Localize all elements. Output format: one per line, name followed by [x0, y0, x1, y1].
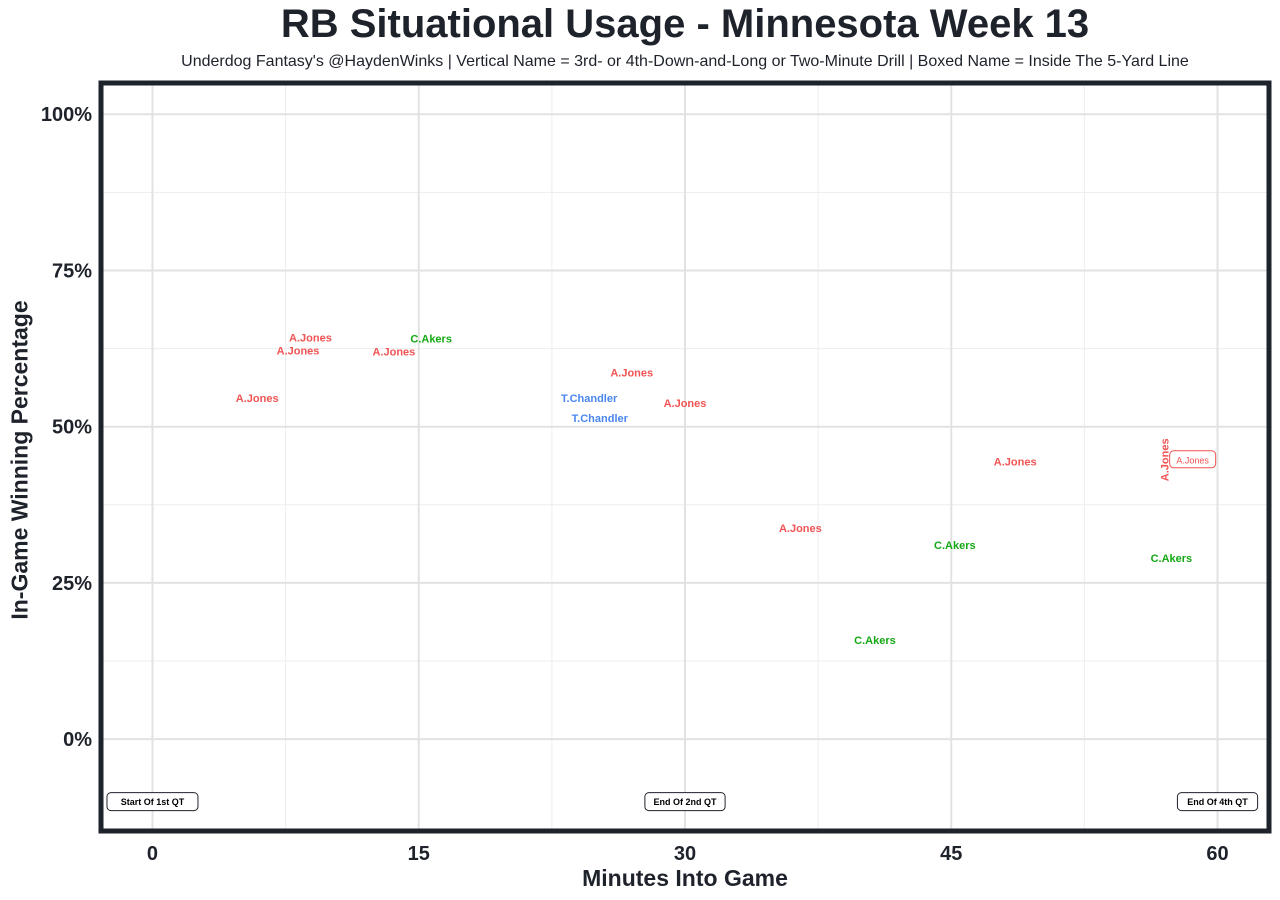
x-tick-label: 60: [1206, 843, 1228, 865]
chart-subtitle: Underdog Fantasy's @HaydenWinks | Vertic…: [181, 53, 1189, 70]
quarter-annotation: End Of 4th QT: [1187, 797, 1248, 807]
point-label: A.Jones: [664, 398, 707, 410]
y-tick-label: 75%: [52, 260, 92, 282]
point-label: T.Chandler: [561, 393, 618, 405]
point-label: C.Akers: [1151, 553, 1193, 565]
point-label: C.Akers: [934, 540, 976, 552]
point-label: A.Jones: [610, 367, 653, 379]
chart-title: RB Situational Usage - Minnesota Week 13: [280, 2, 1090, 46]
point-label: C.Akers: [854, 635, 896, 647]
quarter-annotation-box: [644, 792, 726, 812]
y-tick-label: 100%: [41, 104, 92, 126]
x-tick-label: 45: [940, 843, 962, 865]
point-label-box: [1169, 450, 1217, 469]
quarter-annotation: End Of 2nd QT: [654, 797, 717, 807]
point-label-vertical: A.Jones: [1159, 438, 1171, 481]
x-axis-label: Minutes Into Game: [582, 865, 788, 891]
x-tick-label: 30: [674, 843, 696, 865]
quarter-annotation: Start Of 1st QT: [121, 797, 185, 807]
point-label: A.Jones: [372, 347, 415, 359]
x-tick-label: 0: [147, 843, 158, 865]
x-tick-label: 15: [408, 843, 430, 865]
plot-border: [98, 80, 1272, 834]
y-tick-label: 25%: [52, 573, 92, 595]
quarter-annotation-box: [1176, 792, 1259, 812]
point-label: A.Jones: [236, 393, 279, 405]
point-label: C.Akers: [410, 334, 452, 346]
y-tick-label: 50%: [52, 417, 92, 439]
point-label: A.Jones: [779, 523, 822, 535]
y-tick-label: 0%: [63, 729, 92, 751]
point-label: A.Jones: [994, 457, 1037, 469]
point-label-boxed: A.Jones: [1176, 455, 1209, 465]
quarter-annotation-box: [106, 792, 199, 812]
point-label: A.Jones: [289, 332, 332, 344]
point-label: T.Chandler: [572, 413, 629, 425]
point-label: A.Jones: [277, 345, 320, 357]
